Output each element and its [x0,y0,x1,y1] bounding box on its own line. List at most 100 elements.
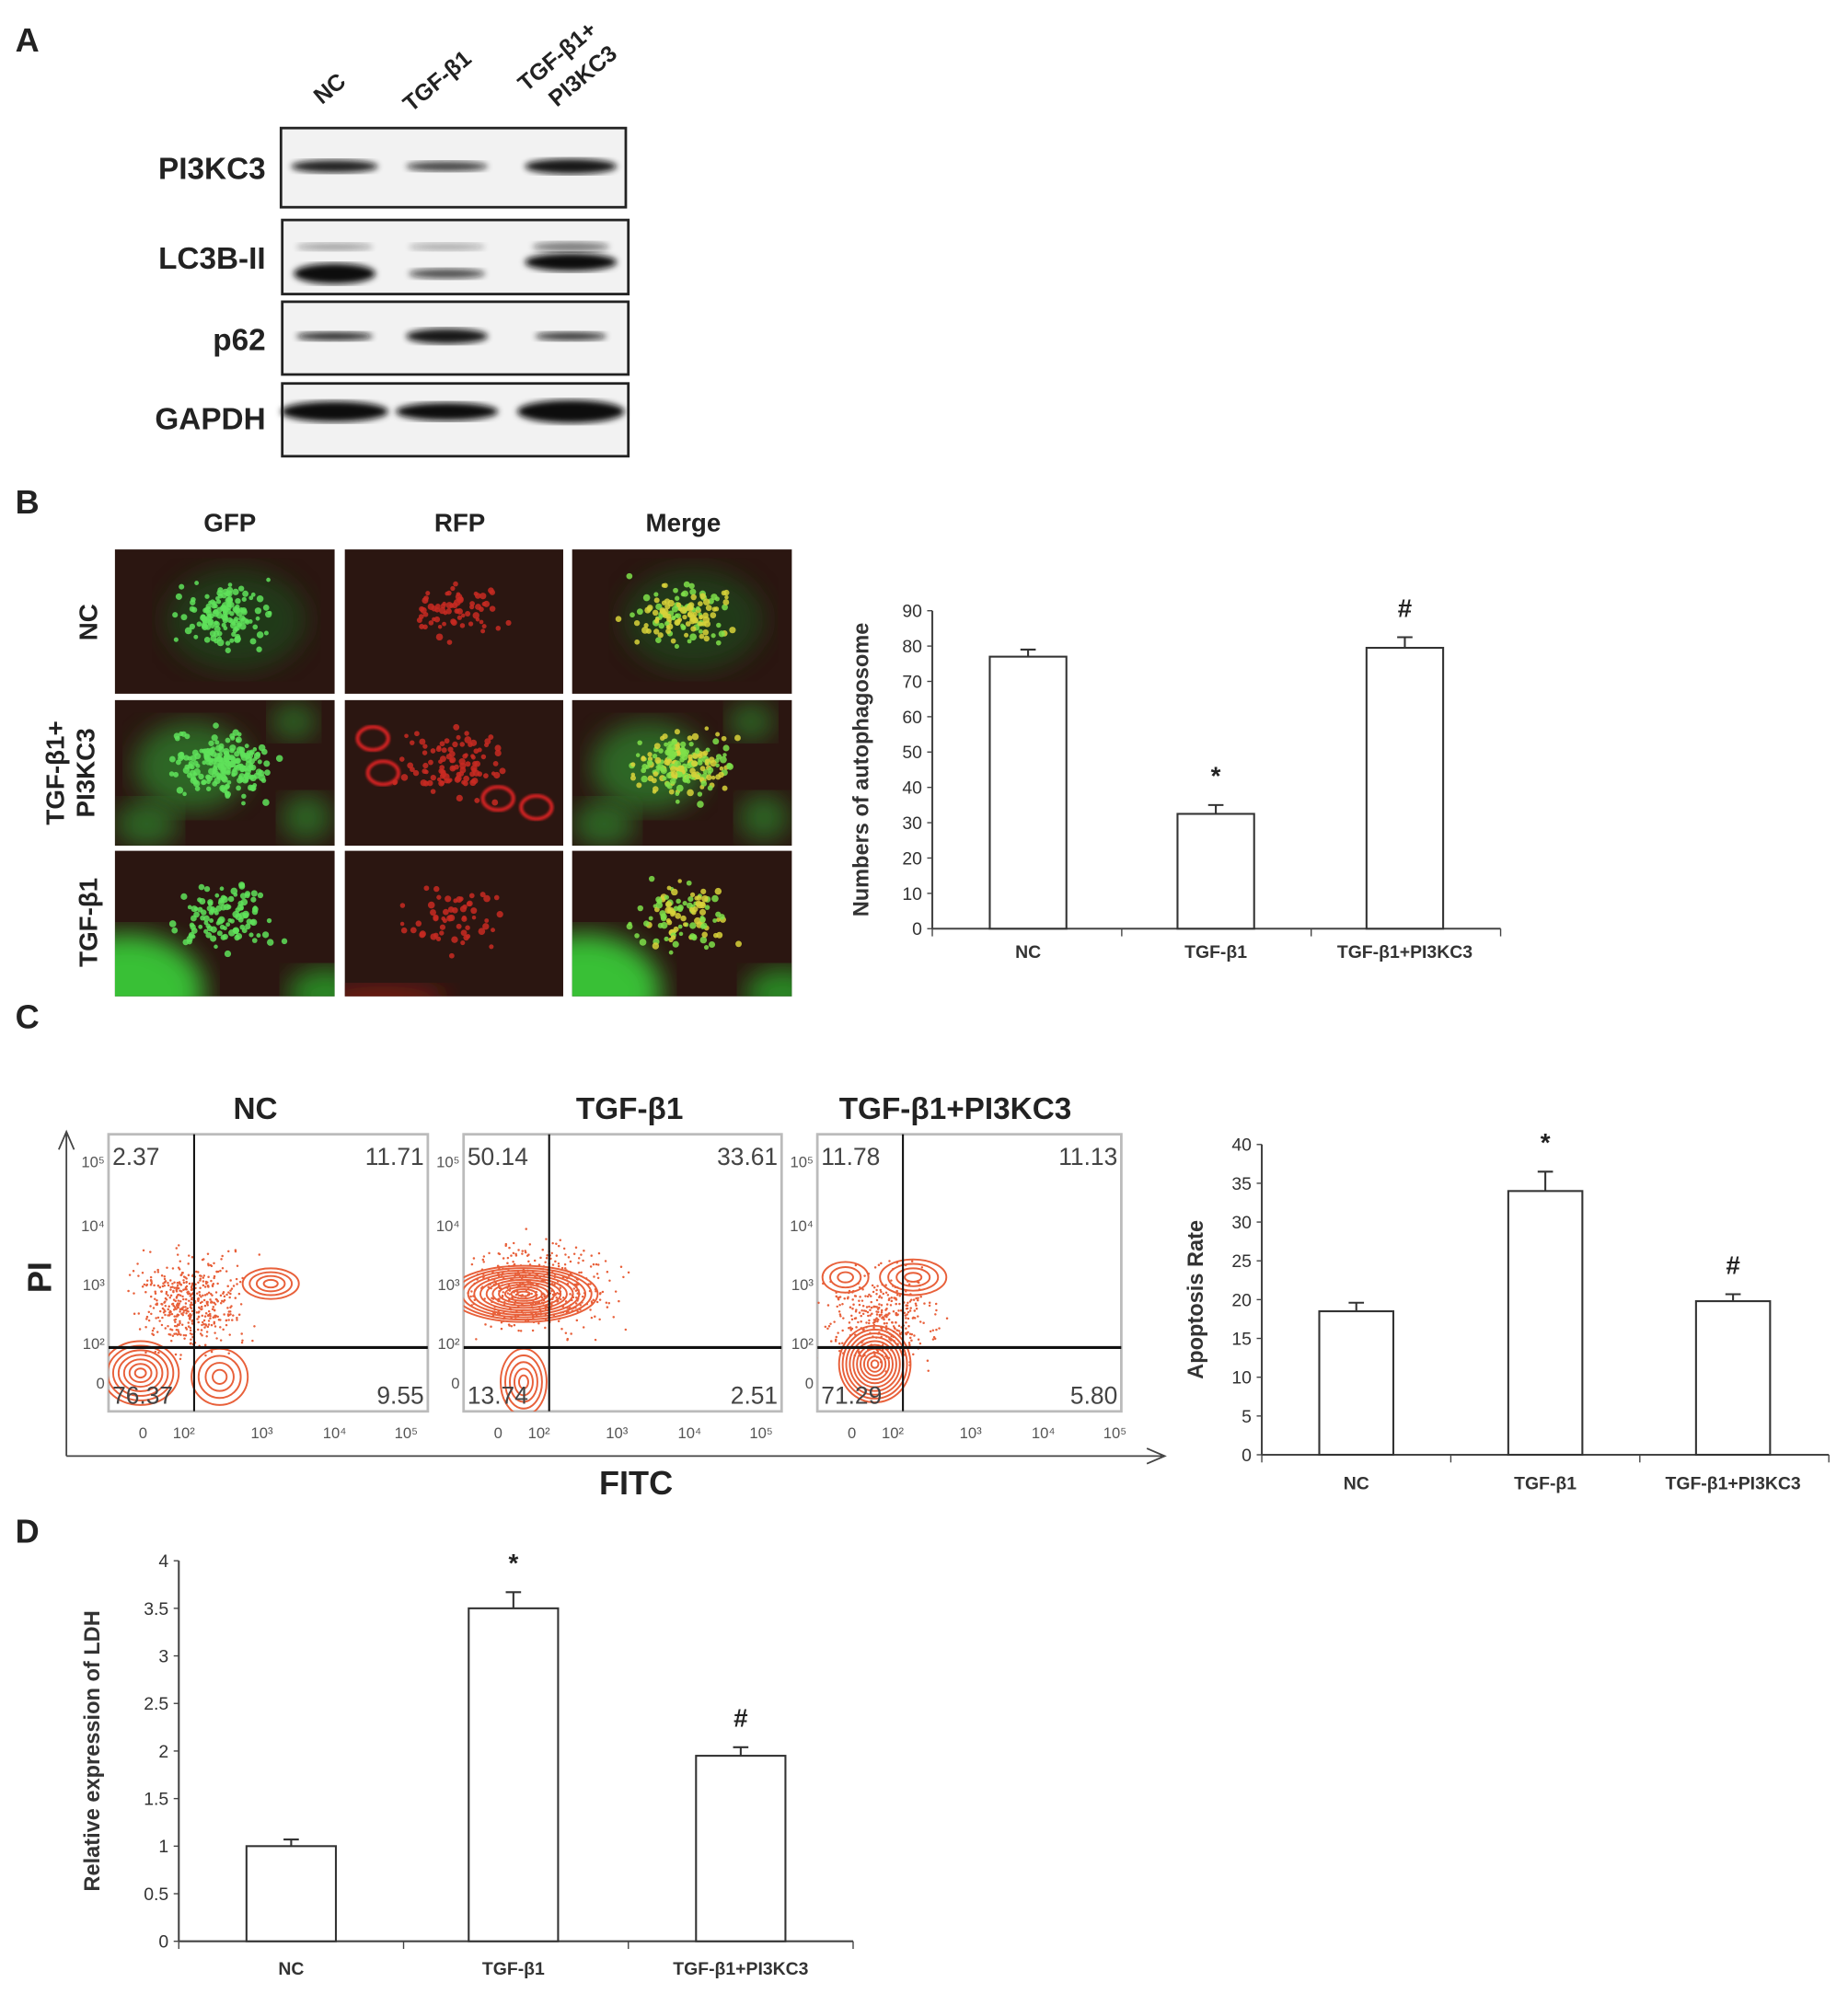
event-dot [182,1288,185,1292]
puncta [477,747,482,753]
quadrant-value-ll: 13.74 [468,1381,528,1409]
puncta [235,597,241,605]
puncta [210,935,217,942]
puncta [653,628,660,635]
puncta [442,601,446,606]
contour [467,1272,581,1317]
event-dot [156,1298,158,1302]
event-dot [498,1297,501,1300]
puncta [190,764,195,770]
event-dot [590,1254,593,1257]
puncta [400,927,408,934]
event-dot [179,1260,181,1263]
event-dot [191,1297,193,1299]
puncta [478,928,486,936]
puncta [675,791,680,797]
event-dot [544,1326,547,1330]
column-header-gfp: GFP [203,509,256,537]
ldh-chart: 0 0.5 1 1.5 2 2.5 3 3.5 4 Relative expression of … [80,1549,854,1979]
puncta [481,624,487,629]
event-dot [204,1312,208,1315]
event-dot [853,1295,857,1297]
puncta [250,896,257,903]
event-dot [849,1306,852,1308]
event-dot [169,1328,172,1331]
puncta [686,880,692,886]
flow-y-tick: 10⁵ [81,1154,104,1171]
puncta [416,617,422,624]
puncta [705,605,712,612]
event-dot [175,1288,178,1292]
event-dot [540,1297,544,1299]
event-dot [895,1329,898,1331]
puncta [464,736,472,743]
puncta [673,926,679,932]
puncta [704,726,710,731]
event-dot [842,1317,845,1320]
puncta [462,915,467,920]
event-dot [206,1252,210,1256]
event-dot [205,1331,209,1333]
puncta [453,723,460,731]
flow-title-tgf: TGF-β1 [576,1092,684,1126]
flow-x-tick: 10⁴ [1032,1424,1056,1442]
puncta [630,762,636,767]
puncta [462,780,468,787]
puncta [459,762,467,769]
event-dot [228,1296,231,1299]
puncta [453,599,461,606]
y-tick-label: 20 [1231,1290,1252,1310]
event-dot [225,1293,228,1297]
puncta [479,593,487,600]
quadrant-value-lr: 5.80 [1070,1381,1117,1409]
event-dot [876,1319,880,1321]
event-dot [169,1340,173,1343]
puncta [225,922,231,928]
event-dot [179,1289,181,1292]
event-dot [179,1294,182,1297]
puncta [454,608,460,614]
puncta [241,793,247,800]
event-dot [873,1266,877,1269]
event-dot [870,1306,873,1309]
puncta [482,923,490,930]
flow-x-tick: 10³ [250,1424,273,1442]
event-dot [510,1254,513,1257]
puncta [448,952,455,959]
puncta [245,767,251,775]
puncta [184,627,192,635]
row-label-combo-2: PI3KC3 [72,728,100,817]
event-dot [619,1265,623,1269]
event-dot [203,1326,206,1329]
event-dot [506,1292,510,1295]
puncta [217,916,225,924]
event-dot [905,1331,907,1335]
event-dot [163,1285,167,1287]
event-dot [189,1316,192,1319]
event-dot [502,1291,504,1294]
puncta [677,765,685,772]
event-dot [223,1313,225,1316]
puncta [664,906,672,915]
event-dot [526,1254,529,1257]
event-dot [227,1313,231,1317]
band [532,241,609,252]
puncta [689,892,696,897]
flow-title-nc: NC [233,1092,277,1126]
event-dot [890,1299,894,1303]
fluorescence-image [344,699,563,847]
event-dot [180,1312,183,1316]
puncta [439,780,445,786]
puncta [664,604,671,610]
event-dot [221,1254,224,1258]
event-dot [189,1318,191,1320]
band [525,158,618,175]
event-dot [873,1353,876,1356]
puncta [252,624,259,630]
event-dot [884,1291,888,1295]
event-dot [907,1310,910,1314]
puncta [666,885,672,891]
event-dot [161,1285,165,1288]
event-dot [848,1321,851,1324]
puncta [680,592,686,597]
